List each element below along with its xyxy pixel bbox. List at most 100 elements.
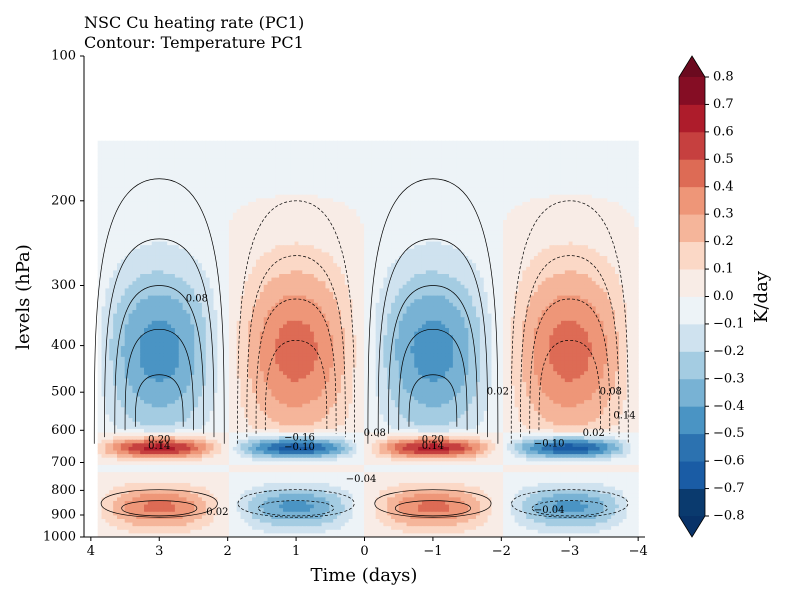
- heatmap-cell: [464, 158, 469, 163]
- heatmap-cell: [248, 201, 253, 207]
- heatmap-cell: [414, 140, 419, 145]
- heatmap-cell: [147, 144, 153, 149]
- heatmap-cell: [510, 230, 516, 235]
- heatmap-cell: [298, 230, 303, 235]
- heatmap-cell: [530, 241, 535, 246]
- heatmap-cell: [356, 230, 361, 235]
- heatmap-cell: [468, 230, 473, 235]
- heatmap-cell: [151, 198, 157, 203]
- heatmap-cell: [367, 147, 373, 153]
- heatmap-cell: [472, 212, 477, 217]
- heatmap-cell: [421, 180, 427, 185]
- heatmap-cell: [564, 144, 570, 149]
- heatmap-cell: [174, 263, 180, 268]
- heatmap-cell: [271, 219, 276, 225]
- heatmap-cell: [310, 176, 315, 181]
- heatmap-cell: [128, 266, 134, 271]
- heatmap-cell: [333, 259, 338, 264]
- heatmap-cell: [545, 252, 550, 257]
- heatmap-cell: [460, 191, 466, 196]
- heatmap-cell: [248, 259, 253, 264]
- heatmap-cell: [163, 147, 168, 153]
- heatmap-cell: [514, 248, 520, 253]
- heatmap-cell: [298, 245, 303, 250]
- heatmap-cell: [468, 165, 473, 171]
- heatmap-cell: [421, 183, 427, 189]
- heatmap-cell: [418, 241, 423, 246]
- heatmap-cell: [584, 158, 589, 163]
- heatmap-cell: [445, 165, 450, 171]
- heatmap-cell: [402, 144, 408, 149]
- heatmap-cell: [584, 230, 589, 235]
- heatmap-cell: [116, 248, 122, 253]
- heatmap-cell: [595, 169, 601, 174]
- heatmap-cell: [456, 263, 462, 268]
- heatmap-cell: [217, 259, 222, 264]
- heatmap-cell: [406, 194, 411, 199]
- heatmap-cell: [418, 227, 423, 232]
- heatmap-cell: [190, 173, 195, 178]
- heatmap-cell: [236, 180, 242, 185]
- heatmap-cell: [568, 144, 574, 149]
- heatmap-cell: [445, 227, 450, 232]
- heatmap-cell: [244, 205, 249, 210]
- heatmap-cell: [217, 205, 222, 210]
- heatmap-cell: [487, 223, 493, 228]
- heatmap-cell: [213, 230, 218, 235]
- heatmap-cell: [622, 230, 628, 235]
- heatmap-cell: [495, 230, 500, 235]
- heatmap-cell: [140, 155, 145, 160]
- heatmap-cell: [387, 245, 392, 250]
- heatmap-cell: [603, 169, 608, 174]
- heatmap-cell: [549, 173, 554, 178]
- heatmap-cell: [418, 158, 423, 163]
- heatmap-cell: [549, 169, 554, 174]
- heatmap-cell: [275, 180, 280, 185]
- heatmap-cell: [468, 198, 473, 203]
- heatmap-cell: [275, 158, 280, 163]
- heatmap-cell: [140, 144, 145, 149]
- heatmap-cell: [109, 173, 114, 178]
- heatmap-cell: [626, 230, 632, 235]
- heatmap-cell: [294, 263, 300, 268]
- heatmap-cell: [410, 248, 415, 253]
- heatmap-cell: [383, 194, 388, 199]
- heatmap-cell: [167, 191, 172, 196]
- heatmap-cell: [421, 219, 427, 225]
- heatmap-cell: [267, 194, 273, 199]
- heatmap-cell: [518, 147, 523, 153]
- heatmap-cell: [201, 201, 207, 207]
- heatmap-cell: [286, 147, 292, 153]
- heatmap-cell: [611, 194, 616, 199]
- heatmap-cell: [503, 155, 508, 160]
- heatmap-cell: [244, 234, 249, 239]
- heatmap-cell: [302, 198, 307, 203]
- heatmap-cell: [371, 180, 377, 185]
- heatmap-cell: [155, 162, 161, 167]
- heatmap-cell: [545, 165, 550, 171]
- heatmap-cell: [398, 255, 404, 261]
- heatmap-cell: [391, 266, 396, 271]
- heatmap-cell: [468, 216, 473, 221]
- heatmap-cell: [402, 209, 408, 214]
- heatmap-cell: [541, 191, 547, 196]
- heatmap-cell: [310, 155, 315, 160]
- heatmap-cell: [348, 223, 354, 228]
- heatmap-cell: [595, 241, 601, 246]
- heatmap-cell: [337, 245, 342, 250]
- heatmap-cell: [221, 194, 226, 199]
- heatmap-cell: [275, 187, 280, 192]
- heatmap-cell: [329, 147, 334, 153]
- heatmap-cell: [445, 237, 450, 243]
- heatmap-cell: [560, 201, 566, 207]
- heatmap-cell: [587, 209, 593, 214]
- heatmap-cell: [132, 187, 137, 192]
- heatmap-cell: [580, 201, 585, 207]
- heatmap-cell: [205, 158, 211, 163]
- heatmap-cell: [375, 158, 381, 163]
- heatmap-cell: [468, 144, 473, 149]
- heatmap-cell: [225, 198, 230, 203]
- heatmap-cell: [615, 234, 620, 239]
- heatmap-cell: [163, 187, 168, 192]
- heatmap-cell: [452, 176, 458, 181]
